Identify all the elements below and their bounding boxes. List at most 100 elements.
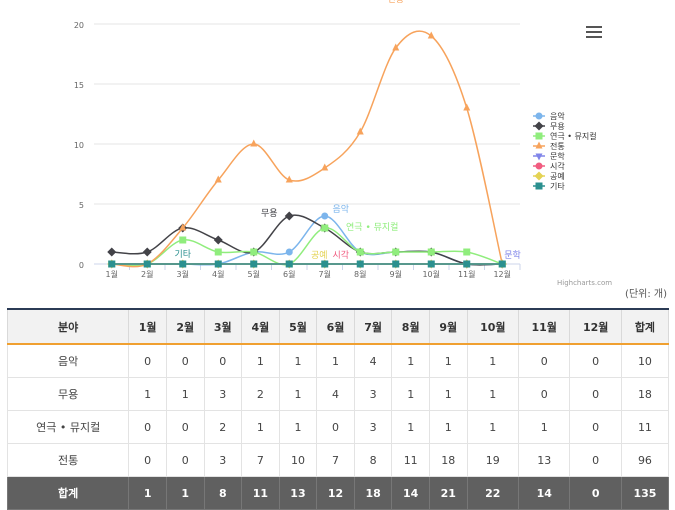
table-cell: 4: [316, 377, 355, 411]
legend-item: 문학: [550, 151, 565, 161]
y-tick-label: 10: [74, 141, 84, 150]
table-cell: 0: [569, 476, 622, 510]
table-header-cell: 1월: [128, 308, 167, 345]
data-label: 문학: [504, 250, 521, 261]
table-cell: 14: [391, 476, 430, 510]
table-cell: 3: [203, 377, 243, 411]
series-전통-point: [356, 127, 364, 135]
table-cell: 7: [241, 443, 280, 477]
table-cell: 4: [353, 343, 393, 378]
table-cell: 1: [428, 343, 468, 378]
table-cell: 1: [128, 476, 167, 510]
table-header-cell: 12월: [569, 308, 622, 345]
table-header-row: 분야 1월 2월 3월 4월 5월 6월 7월 8월 9월 10월 11월 12월 합계: [6, 308, 670, 345]
series-무용-point: [142, 247, 152, 257]
data-label: 연극 • 뮤지컬: [346, 222, 398, 233]
legend-marker: [535, 153, 543, 161]
x-tick-label: 6월: [283, 269, 295, 279]
series-연극뮤지컬-point: [463, 248, 471, 256]
series-전통-point: [179, 223, 187, 231]
series-기타-point: [143, 260, 151, 268]
table-row: 무용 1 1 3 2 1 4 3 1 1 1 0 0 18: [6, 377, 670, 411]
menu-icon: [586, 26, 602, 28]
series-무용-point: [107, 247, 117, 257]
series-전통-point: [285, 175, 293, 183]
table-cell: 21: [428, 476, 468, 510]
table-cell: 0: [569, 377, 622, 411]
x-tick-label: 4월: [212, 269, 224, 279]
table-cell: 0: [128, 343, 167, 378]
y-tick-label: 20: [74, 21, 84, 30]
table-cell: 1: [278, 343, 318, 378]
table-cell: 8: [203, 476, 243, 510]
unit-label: (단위: 개): [625, 289, 667, 300]
table-cell: 1: [428, 410, 468, 444]
table-cell: 12: [316, 476, 355, 510]
y-tick-label: 5: [79, 201, 84, 210]
series-전통-point: [427, 31, 435, 39]
series-전통-point: [321, 163, 329, 171]
table-cell: 0: [128, 443, 167, 477]
credits-label: Highcharts.com: [557, 279, 612, 287]
table-cell: 1: [278, 410, 318, 444]
series-기타-point: [356, 260, 364, 268]
table-cell: 0: [569, 410, 622, 444]
table-cell: 1: [241, 343, 280, 378]
table-cell: 1: [517, 410, 571, 444]
series-음악-point: [321, 212, 329, 220]
table-cell: 1: [165, 377, 205, 411]
table-header-cell: 분야: [6, 308, 130, 345]
series-기타-point: [108, 260, 116, 268]
table-cell: 0: [316, 410, 355, 444]
table-header-cell: 11월: [517, 308, 571, 345]
x-tick-label: 3월: [177, 269, 189, 279]
x-tick-label: 2월: [141, 269, 153, 279]
legend-item: 시각: [550, 161, 565, 171]
x-tick-label: 12월: [493, 269, 511, 279]
table-cell: 1: [391, 343, 430, 378]
series-기타-point: [463, 260, 471, 268]
table-header-cell: 6월: [316, 308, 355, 345]
series-기타-point: [498, 260, 506, 268]
table-row: 연극 • 뮤지컬 0 0 2 1 1 0 3 1 1 1 1 0 11: [6, 410, 670, 444]
table-cell: 1: [165, 476, 205, 510]
table-cell: 18: [620, 377, 670, 411]
table-cell: 1: [428, 377, 468, 411]
x-tick-label: 5월: [248, 269, 260, 279]
table-cell: 1: [391, 377, 430, 411]
table-header-cell: 10월: [466, 308, 520, 345]
data-label: 전통: [387, 0, 404, 5]
table-cell: 1: [466, 410, 520, 444]
table-row: 음악 0 0 0 1 1 1 4 1 1 1 0 0 10: [6, 343, 670, 378]
legend-marker: [535, 141, 543, 149]
table-cell: 14: [517, 476, 571, 510]
series-기타-point: [285, 260, 293, 268]
chart-menu-button[interactable]: [586, 24, 602, 40]
table-cell: 13: [517, 443, 571, 477]
row-category: 음악: [6, 343, 130, 378]
y-tick-label: 15: [74, 81, 84, 90]
table-header-cell: 2월: [165, 308, 205, 345]
series-음악-line: [111, 215, 503, 266]
series-기타-point: [321, 260, 329, 268]
data-label: 기타: [174, 249, 191, 260]
series-연극뮤지컬-point: [214, 248, 222, 256]
data-label: 음악: [332, 203, 349, 215]
series-연극뮤지컬-point: [179, 236, 187, 244]
table-cell: 19: [466, 443, 520, 477]
table-cell: 1: [391, 410, 430, 444]
table-cell: 1: [466, 343, 520, 378]
series-연극뮤지컬-point: [250, 248, 258, 256]
table-cell: 1: [241, 410, 280, 444]
table-cell: 0: [517, 377, 571, 411]
data-label: 무용: [261, 208, 278, 219]
series-연극뮤지컬-point: [356, 248, 364, 256]
data-table: 분야 1월 2월 3월 4월 5월 6월 7월 8월 9월 10월 11월 12월 합계 음악 0 0 0 1 1 1…: [6, 308, 670, 510]
x-tick-label: 7월: [319, 269, 331, 279]
series-전통-point: [250, 139, 258, 147]
series-기타-point: [179, 260, 187, 268]
table-cell: 11: [620, 410, 670, 444]
legend-item: 전통: [550, 141, 565, 151]
table-cell: 13: [278, 476, 318, 510]
series-무용-point: [284, 211, 294, 221]
